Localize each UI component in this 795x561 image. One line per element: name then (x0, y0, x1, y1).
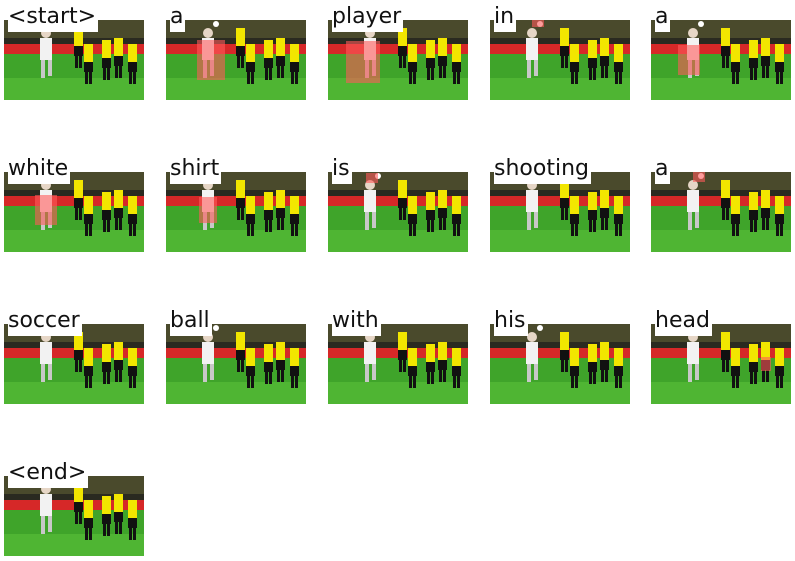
caption-word: <end> (8, 458, 89, 488)
caption-word: soccer (8, 306, 82, 336)
attention-cell: shirt (166, 154, 306, 254)
attention-heatmap-image (4, 476, 144, 556)
attention-heatmap-image (490, 20, 630, 100)
attention-cell: in (490, 2, 630, 102)
caption-word: is (332, 154, 352, 184)
attention-cell: a (166, 2, 306, 102)
attention-heatmap-image (651, 324, 791, 404)
attention-heatmap-image (490, 172, 630, 252)
caption-word: in (494, 2, 517, 32)
caption-word: white (8, 154, 71, 184)
attention-heatmap-image (166, 20, 306, 100)
attention-cell: head (651, 306, 791, 406)
attention-cell: soccer (4, 306, 144, 406)
caption-word: head (655, 306, 712, 336)
attention-cell: his (490, 306, 630, 406)
caption-word: with (332, 306, 381, 336)
attention-cell: a (651, 2, 791, 102)
attention-heatmap-image (166, 324, 306, 404)
attention-heatmap-image (490, 324, 630, 404)
attention-heatmap-image (651, 172, 791, 252)
attention-heatmap-image (4, 20, 144, 100)
attention-heatmap-image (651, 20, 791, 100)
attention-cell: with (328, 306, 468, 406)
attention-heatmap-image (4, 324, 144, 404)
caption-word: his (494, 306, 528, 336)
attention-cell: a (651, 154, 791, 254)
attention-cell: shooting (490, 154, 630, 254)
caption-word: player (332, 2, 404, 32)
caption-word: a (655, 2, 671, 32)
attention-heatmap-image (4, 172, 144, 252)
attention-heatmap-image (328, 20, 468, 100)
attention-heatmap-image (328, 172, 468, 252)
caption-word: <start> (8, 2, 99, 32)
caption-word: a (170, 2, 186, 32)
attention-cell: <start> (4, 2, 144, 102)
attention-heatmap-image (166, 172, 306, 252)
attention-cell: player (328, 2, 468, 102)
caption-word: a (655, 154, 671, 184)
attention-cell: white (4, 154, 144, 254)
attention-heatmap-image (328, 324, 468, 404)
caption-word: shooting (494, 154, 591, 184)
caption-word: shirt (170, 154, 222, 184)
attention-cell: is (328, 154, 468, 254)
attention-cell: <end> (4, 458, 144, 558)
caption-word: ball (170, 306, 212, 336)
attention-cell: ball (166, 306, 306, 406)
